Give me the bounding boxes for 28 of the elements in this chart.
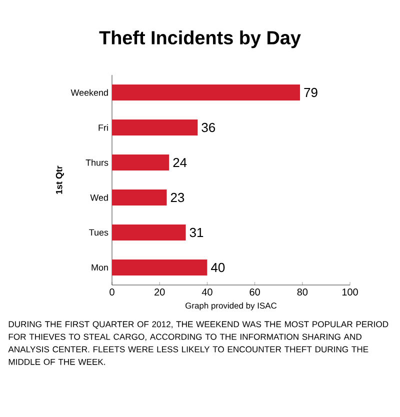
data-label: 24 xyxy=(173,158,187,168)
chart-title: Theft Incidents by Day xyxy=(99,30,301,48)
y-tick-label: Thurs xyxy=(86,159,108,166)
bar xyxy=(112,224,186,240)
x-tick-label: 80 xyxy=(297,288,308,296)
data-label: 36 xyxy=(202,122,216,132)
y-tick-label: Fri xyxy=(98,124,108,131)
data-label: 79 xyxy=(304,88,318,98)
data-label: 31 xyxy=(190,228,204,238)
bar xyxy=(112,120,198,136)
y-axis-title: 1st Qtr xyxy=(56,166,64,194)
data-label: 23 xyxy=(170,192,184,202)
x-tick-label: 40 xyxy=(202,288,212,296)
y-tick-label: Wed xyxy=(90,194,108,201)
x-tick-label: 100 xyxy=(342,288,358,296)
x-axis-title: Graph provided by ISAC xyxy=(186,302,277,310)
x-tick-label: 20 xyxy=(154,288,165,296)
bar xyxy=(112,190,167,206)
x-tick-label: 60 xyxy=(250,288,260,296)
text: DURING THE FIRST QUARTER OF 2012, THE WEEKEND WAS THE MOST POPULAR PERIOD FOR THIEVES TO STEAL CARGO, ACCORDING TO THE INFORMATION SHARING AND ANALYSIS CENTER. FLEETS WERE LESS LIKELY TO ENCOUNTER THEFT DURING THE MIDDLE OF THE WEEK. xyxy=(8,321,388,365)
bar xyxy=(112,154,170,171)
data-label: 40 xyxy=(211,262,225,272)
y-tick-label: Mon xyxy=(92,264,108,271)
x-tick-label: 0 xyxy=(110,288,114,296)
bar xyxy=(112,84,300,101)
bar xyxy=(112,260,208,276)
y-tick-label: Tues xyxy=(89,229,108,236)
y-tick-label: Weekend xyxy=(70,89,108,96)
